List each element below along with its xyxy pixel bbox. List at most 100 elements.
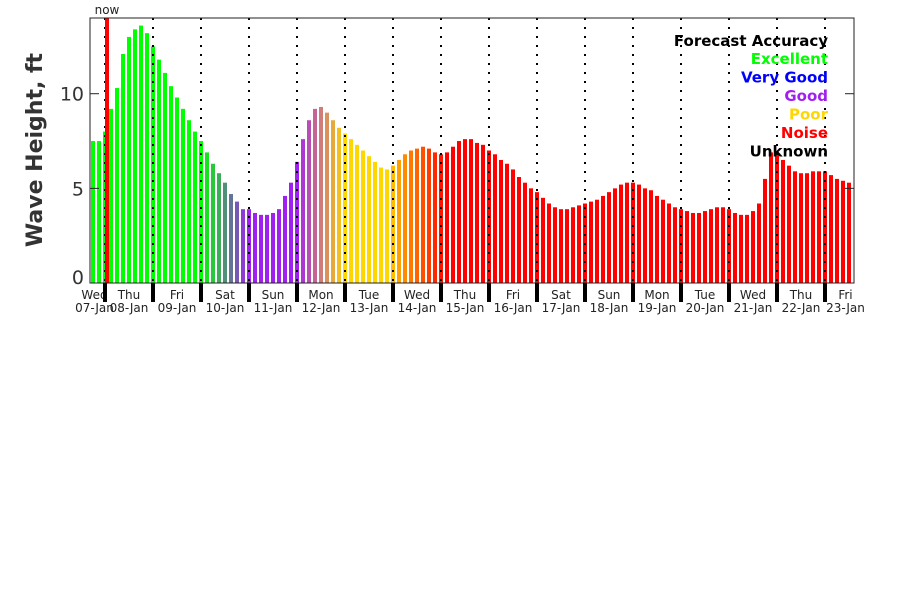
bar <box>661 199 665 283</box>
bar <box>223 182 227 283</box>
bar <box>835 178 839 283</box>
bar <box>433 152 437 283</box>
bar <box>697 212 701 283</box>
bar <box>751 211 755 283</box>
bar <box>211 163 215 283</box>
date-label: 21-Jan <box>734 301 773 315</box>
bar <box>91 141 95 283</box>
bar <box>445 152 449 283</box>
bar <box>235 201 239 283</box>
bar <box>511 169 515 283</box>
bar <box>151 46 155 284</box>
bar <box>589 201 593 283</box>
bar <box>175 97 179 283</box>
bar <box>121 53 125 283</box>
day-of-week-label: Sat <box>551 288 571 302</box>
bar <box>703 211 707 283</box>
bar <box>139 25 143 283</box>
bar <box>769 152 773 283</box>
legend-entry-unknown: Unknown <box>750 143 828 161</box>
date-label: 15-Jan <box>446 301 485 315</box>
now-label: now <box>95 3 120 17</box>
bar <box>349 139 353 283</box>
bar <box>547 203 551 283</box>
bar <box>757 203 761 283</box>
day-of-week-label: Wed <box>81 288 107 302</box>
bar <box>559 209 563 283</box>
legend-entry-good: Good <box>784 87 828 105</box>
bar <box>655 195 659 283</box>
bar <box>145 33 149 284</box>
bar <box>115 88 119 284</box>
legend-entry-noise: Noise <box>781 124 828 142</box>
plot-frame <box>89 17 855 284</box>
legend-entry-excellent: Excellent <box>751 50 828 68</box>
bar <box>307 120 311 283</box>
bar <box>253 212 257 283</box>
bar <box>361 150 365 283</box>
y-axis-label: Wave Height, ft <box>23 52 48 247</box>
bar <box>331 120 335 283</box>
bar <box>109 108 113 283</box>
bar <box>301 139 305 283</box>
bar <box>781 159 785 283</box>
bar <box>823 171 827 283</box>
bar <box>391 165 395 283</box>
bar <box>355 144 359 283</box>
day-of-week-label: Wed <box>404 288 430 302</box>
bar <box>649 190 653 283</box>
bar <box>217 173 221 283</box>
bar <box>133 29 137 283</box>
bar <box>529 188 533 283</box>
date-label: 16-Jan <box>494 301 533 315</box>
date-label: 10-Jan <box>206 301 245 315</box>
bar <box>163 72 167 284</box>
bar <box>799 173 803 283</box>
bar <box>367 156 371 283</box>
bar <box>451 146 455 283</box>
y-axis: 0 5 10 <box>60 84 854 289</box>
bar <box>577 205 581 283</box>
bar <box>421 146 425 283</box>
bar <box>565 209 569 283</box>
legend-entry-very-good: Very Good <box>741 69 828 87</box>
bar <box>379 167 383 283</box>
bar <box>745 214 749 283</box>
bar <box>571 207 575 283</box>
bar <box>535 192 539 283</box>
bar <box>289 182 293 283</box>
bar <box>157 59 161 284</box>
bar <box>763 178 767 283</box>
date-label: 20-Jan <box>686 301 725 315</box>
day-of-week-label: Thu <box>453 288 477 302</box>
y-tick-label: 5 <box>72 178 84 200</box>
bar <box>727 209 731 283</box>
bar <box>283 195 287 283</box>
bar <box>715 207 719 283</box>
bar <box>229 194 233 283</box>
bar <box>793 171 797 283</box>
bar <box>169 86 173 284</box>
bar <box>439 154 443 283</box>
bar <box>469 139 473 283</box>
bar <box>841 180 845 283</box>
bar <box>625 182 629 283</box>
date-label: 23-Jan <box>826 301 865 315</box>
date-label: 07-Jan <box>75 301 114 315</box>
bar <box>619 184 623 283</box>
bar <box>97 141 101 283</box>
date-label: 14-Jan <box>398 301 437 315</box>
day-of-week-label: Tue <box>358 288 380 302</box>
bar <box>193 131 197 283</box>
bar <box>805 173 809 283</box>
bar <box>787 165 791 283</box>
bar <box>457 141 461 283</box>
bar <box>517 177 521 283</box>
bar <box>685 211 689 283</box>
bar <box>295 161 299 283</box>
bar <box>709 209 713 283</box>
bar <box>427 148 431 283</box>
date-label: 09-Jan <box>158 301 197 315</box>
date-label: 17-Jan <box>542 301 581 315</box>
